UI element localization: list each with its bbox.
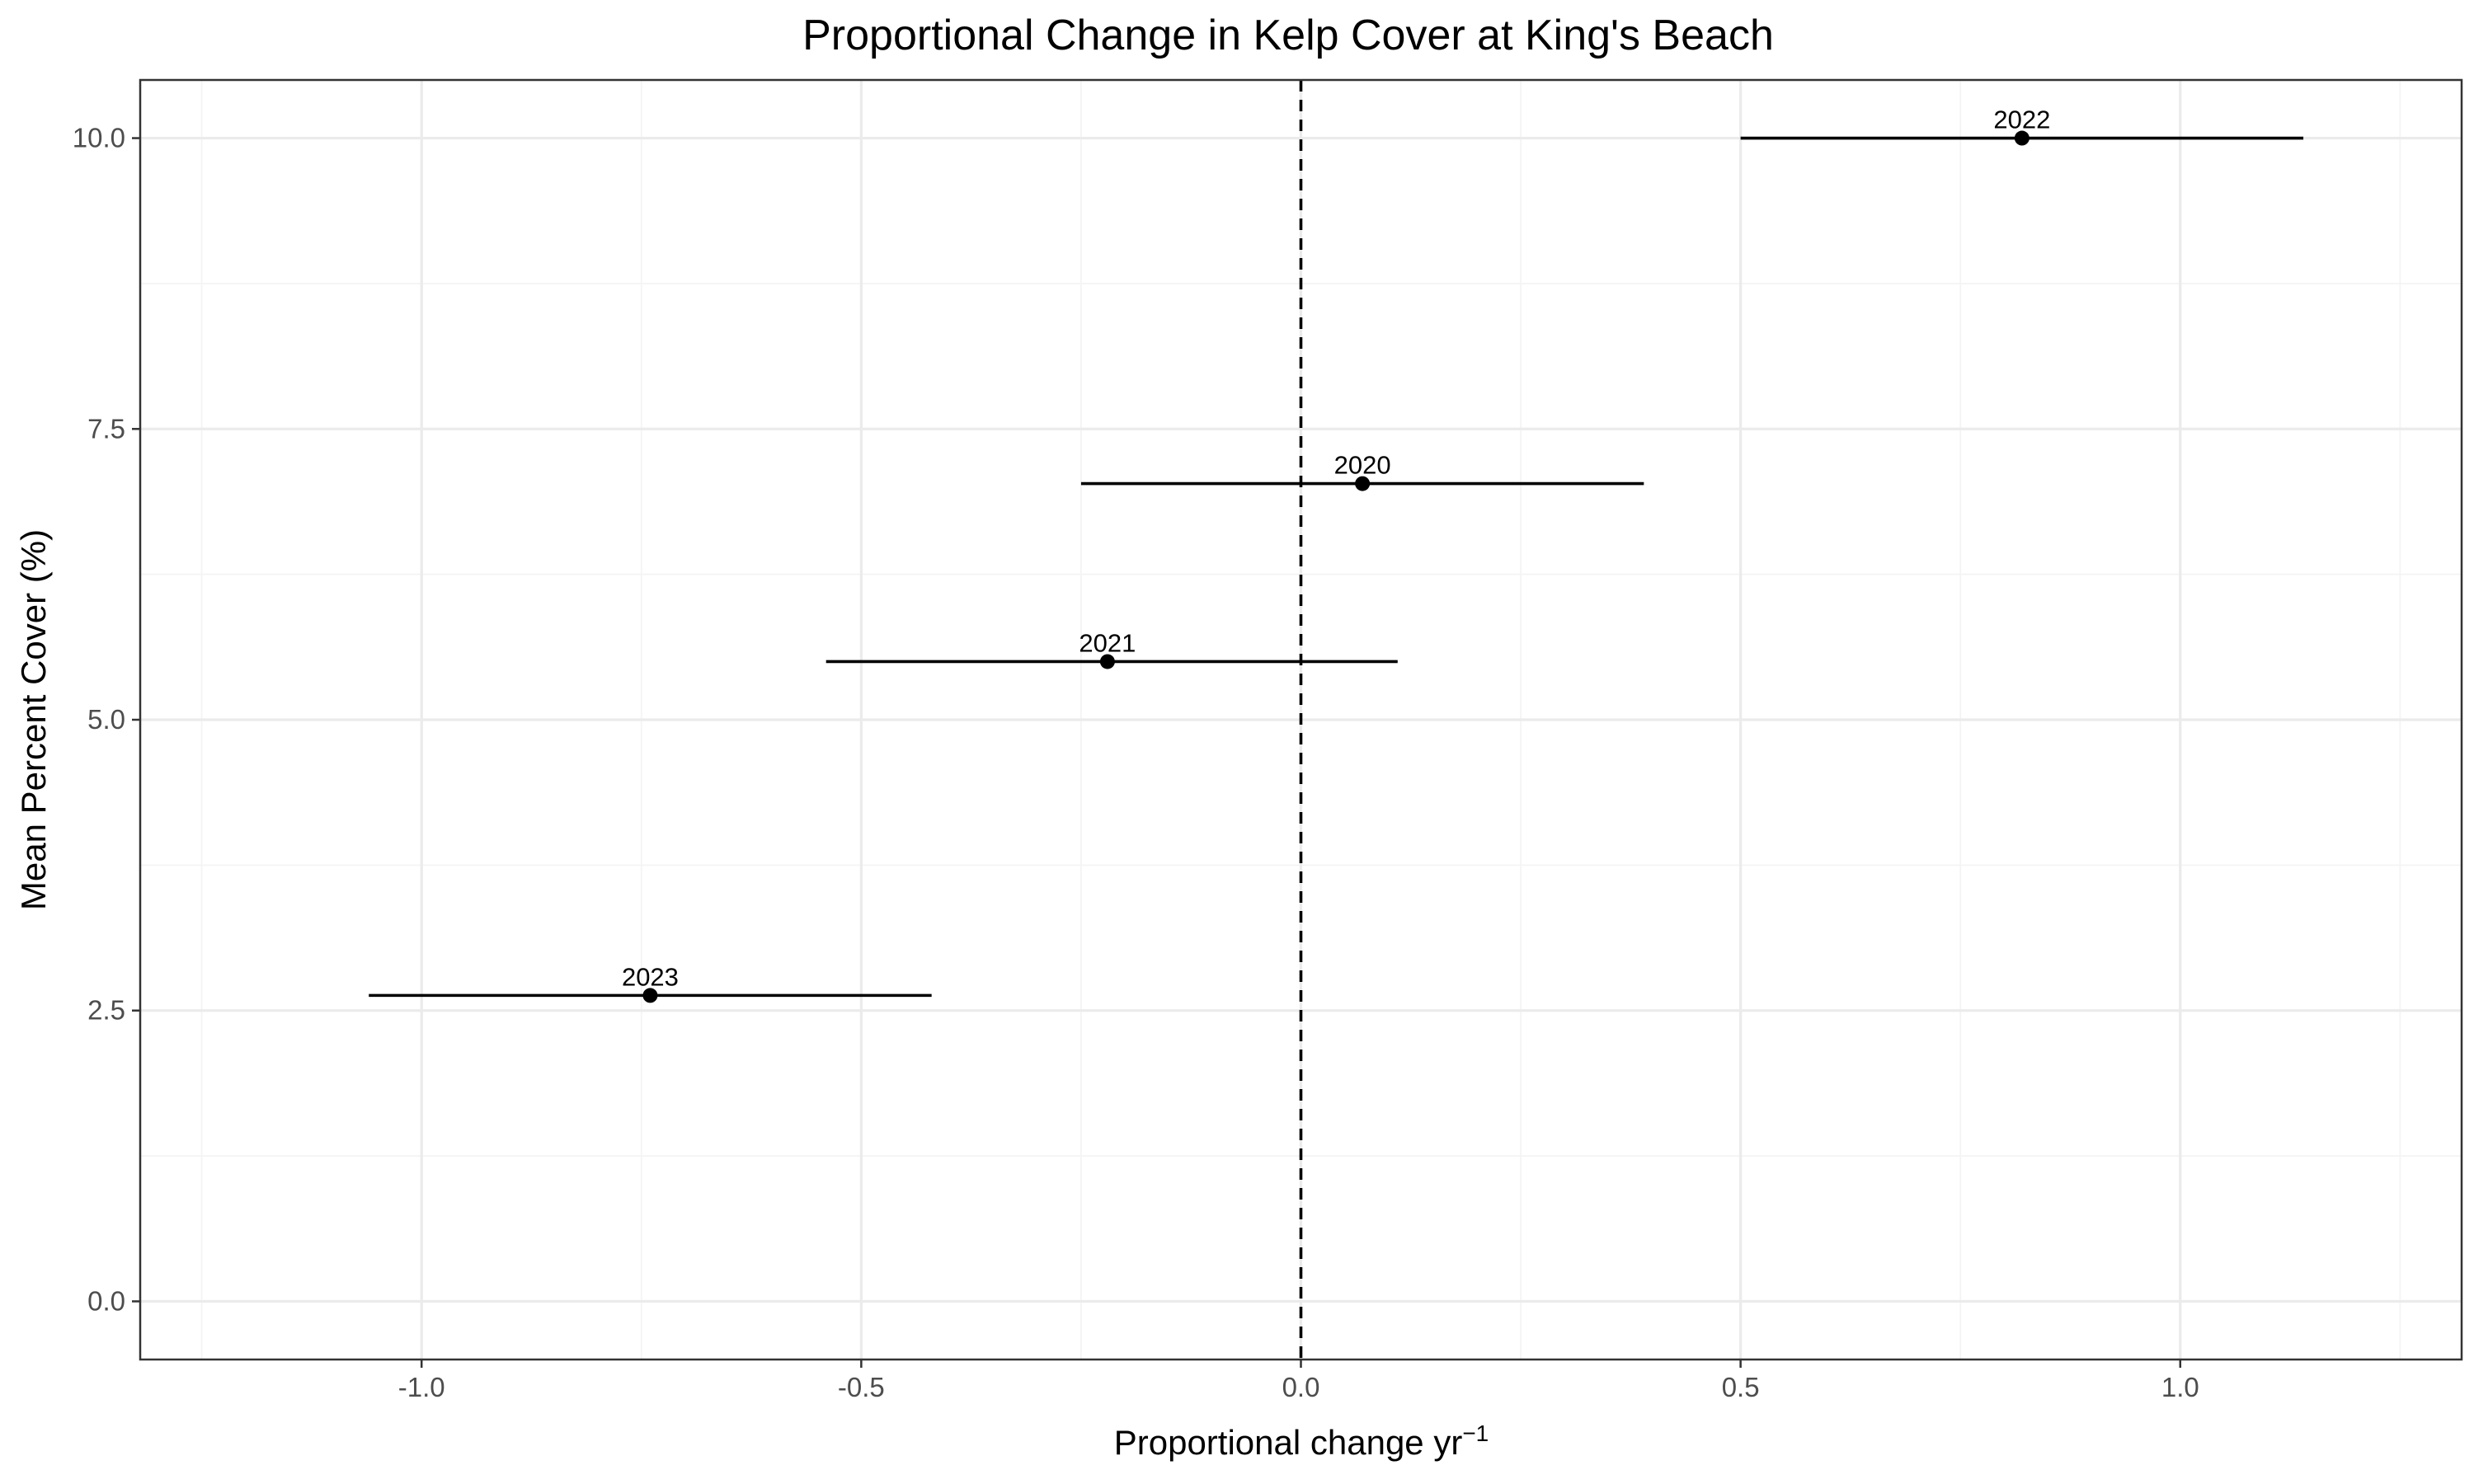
- y-tick-label: 10.0: [73, 123, 125, 153]
- x-tick-label: 0.0: [1282, 1372, 1320, 1402]
- data-point-2022: [2014, 130, 2030, 146]
- y-tick-label: 2.5: [87, 995, 125, 1026]
- point-label-2021: 2021: [1079, 628, 1136, 657]
- data-point-2020: [1355, 476, 1371, 491]
- x-tick-label: -1.0: [398, 1372, 445, 1402]
- chart-title: Proportional Change in Kelp Cover at Kin…: [802, 12, 1774, 59]
- y-tick-label: 5.0: [87, 704, 125, 735]
- x-tick-label: 1.0: [2161, 1372, 2199, 1402]
- point-label-2022: 2022: [1993, 106, 2050, 134]
- y-axis-title: Mean Percent Cover (%): [14, 529, 53, 910]
- data-point-2021: [1099, 654, 1115, 669]
- point-label-2020: 2020: [1334, 451, 1391, 480]
- x-tick-label: -0.5: [838, 1372, 885, 1402]
- x-tick-label: 0.5: [1722, 1372, 1760, 1402]
- point-label-2023: 2023: [622, 962, 679, 991]
- axes: -1.0 -0.5 0.0 0.5 1.0 0.0 2.5 5.0 7.5 10.0: [73, 123, 2199, 1402]
- data-point-2023: [642, 988, 658, 1003]
- y-tick-label: 7.5: [87, 413, 125, 444]
- data-layer: 2022 2020 2021 2023: [369, 106, 2304, 1003]
- y-tick-label: 0.0: [87, 1285, 125, 1316]
- x-axis-title: Proportional change yr−1: [1114, 1421, 1489, 1462]
